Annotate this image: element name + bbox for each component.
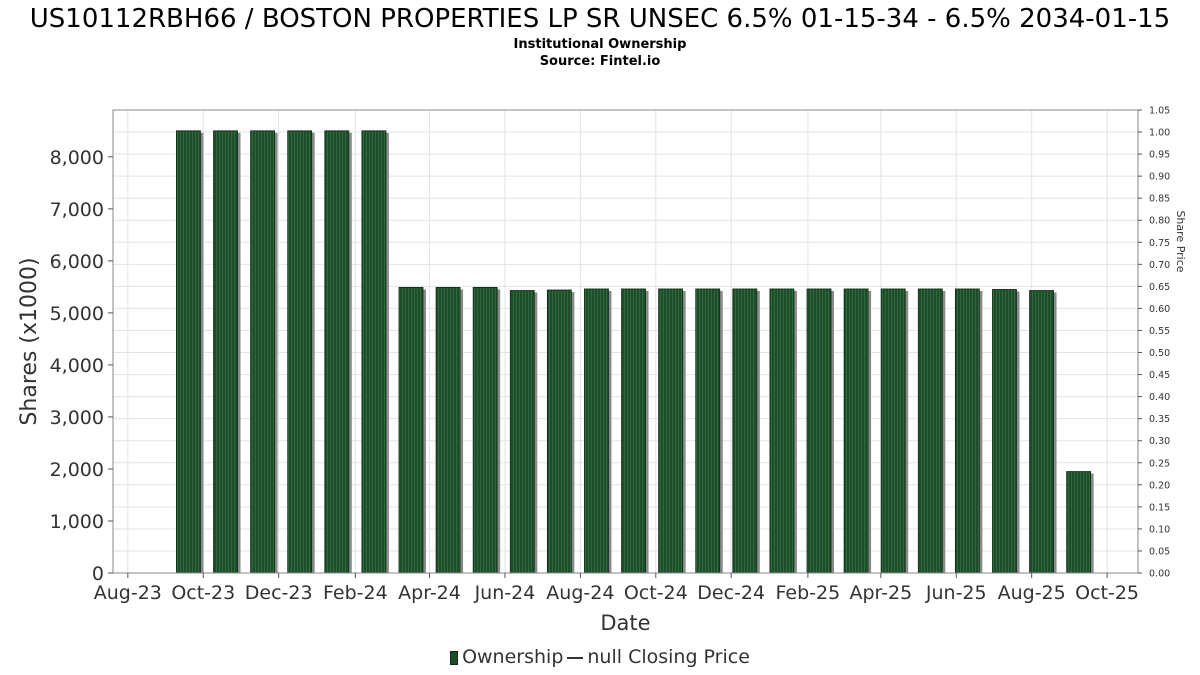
x-tick-label: Apr-25 xyxy=(849,582,912,604)
chart-title: US10112RBH66 / BOSTON PROPERTIES LP SR U… xyxy=(29,4,1171,34)
ownership-bar xyxy=(621,288,646,574)
y2-axis-title: Share Price xyxy=(1174,210,1187,272)
x-tick-label: Aug-23 xyxy=(94,582,162,604)
y-tick-label: 2,000 xyxy=(50,459,104,481)
plot-border xyxy=(112,109,1139,574)
ownership-bar xyxy=(287,130,313,574)
x-axis-title: Date xyxy=(600,611,650,635)
y-tick-label: 4,000 xyxy=(50,355,104,377)
y2-tick-label: 0.90 xyxy=(1149,172,1170,183)
ownership-bar xyxy=(435,286,461,574)
ownership-bar xyxy=(361,130,387,574)
y2-tick-label: 0.60 xyxy=(1149,304,1170,315)
y2-tick-label: 0.85 xyxy=(1149,194,1170,205)
legend-ownership-swatch xyxy=(450,650,459,665)
ownership-bar xyxy=(1066,471,1092,574)
y2-tick-label: 0.15 xyxy=(1149,502,1170,513)
ownership-bar xyxy=(658,288,684,574)
legend-price-swatch xyxy=(567,656,584,659)
x-tick-label: Apr-24 xyxy=(398,582,461,604)
ownership-bar xyxy=(546,289,572,574)
ownership-bar xyxy=(992,289,1017,574)
y-tick-label: 7,000 xyxy=(50,199,104,221)
x-tick-label: Oct-24 xyxy=(624,582,688,604)
ownership-bar xyxy=(954,288,980,574)
y2-tick-label: 0.25 xyxy=(1149,458,1170,469)
y2-tick-label: 1.05 xyxy=(1149,106,1170,117)
ownership-bar xyxy=(584,288,609,574)
y-tick-label: 8,000 xyxy=(50,147,104,169)
legend-price-label: null Closing Price xyxy=(587,646,750,668)
x-tick-label: Aug-25 xyxy=(998,582,1066,604)
ownership-bar xyxy=(1029,290,1054,574)
y-tick-label: 0 xyxy=(92,563,104,585)
y2-tick-label: 0.35 xyxy=(1149,414,1170,425)
y-tick-label: 6,000 xyxy=(50,251,104,273)
x-tick-label: Dec-24 xyxy=(697,582,765,604)
ownership-bar xyxy=(917,288,943,574)
y-tick-label: 3,000 xyxy=(50,407,104,429)
x-tick-label: Aug-24 xyxy=(546,582,614,604)
ownership-bar xyxy=(213,130,238,574)
ownership-bar xyxy=(324,130,350,574)
ownership-bar xyxy=(880,288,906,574)
y2-tick-label: 0.55 xyxy=(1149,326,1170,337)
y-axis-title: Shares (x1000) xyxy=(17,257,42,425)
y2-tick-label: 0.20 xyxy=(1149,480,1170,491)
ownership-bar xyxy=(695,288,721,574)
y2-tick-label: 0.45 xyxy=(1149,370,1170,381)
y2-tick-label: 0.10 xyxy=(1149,524,1170,535)
ownership-bar xyxy=(806,288,832,574)
ownership-bar xyxy=(843,288,869,574)
chart-source: Source: Fintel.io xyxy=(539,54,661,69)
chart-legend: Ownership null Closing Price xyxy=(0,646,1200,668)
x-tick-label: Oct-23 xyxy=(171,582,235,604)
ownership-bar xyxy=(250,130,276,574)
y2-tick-label: 0.70 xyxy=(1149,260,1170,271)
ownership-bar xyxy=(732,288,758,574)
y2-tick-label: 0.00 xyxy=(1149,569,1170,580)
y2-tick-label: 0.65 xyxy=(1149,282,1170,293)
y2-tick-label: 0.30 xyxy=(1149,436,1170,447)
x-tick-label: Jun-24 xyxy=(474,582,536,604)
ownership-bar xyxy=(769,288,795,574)
legend-ownership-label: Ownership xyxy=(462,646,564,668)
y2-tick-label: 0.75 xyxy=(1149,238,1170,249)
x-tick-label: Feb-24 xyxy=(323,582,388,604)
y-tick-label: 1,000 xyxy=(50,511,104,533)
x-tick-label: Oct-25 xyxy=(1075,582,1139,604)
chart-subtitle: Institutional Ownership xyxy=(513,37,687,52)
x-tick-label: Feb-25 xyxy=(776,582,841,604)
x-tick-label: Dec-23 xyxy=(245,582,313,604)
y2-tick-label: 0.80 xyxy=(1149,216,1170,227)
ownership-bar xyxy=(472,286,498,574)
y2-tick-label: 0.50 xyxy=(1149,348,1170,359)
ownership-bar xyxy=(176,130,201,574)
y2-tick-label: 0.40 xyxy=(1149,392,1170,403)
x-tick-label: Jun-25 xyxy=(925,582,987,604)
chart-title-block: US10112RBH66 / BOSTON PROPERTIES LP SR U… xyxy=(0,0,1200,70)
y2-tick-label: 0.05 xyxy=(1149,546,1170,557)
y2-tick-label: 1.00 xyxy=(1149,128,1170,139)
y-tick-label: 5,000 xyxy=(50,303,104,325)
ownership-bar xyxy=(398,286,424,574)
y2-tick-label: 0.95 xyxy=(1149,150,1170,161)
ownership-bar xyxy=(509,290,535,574)
